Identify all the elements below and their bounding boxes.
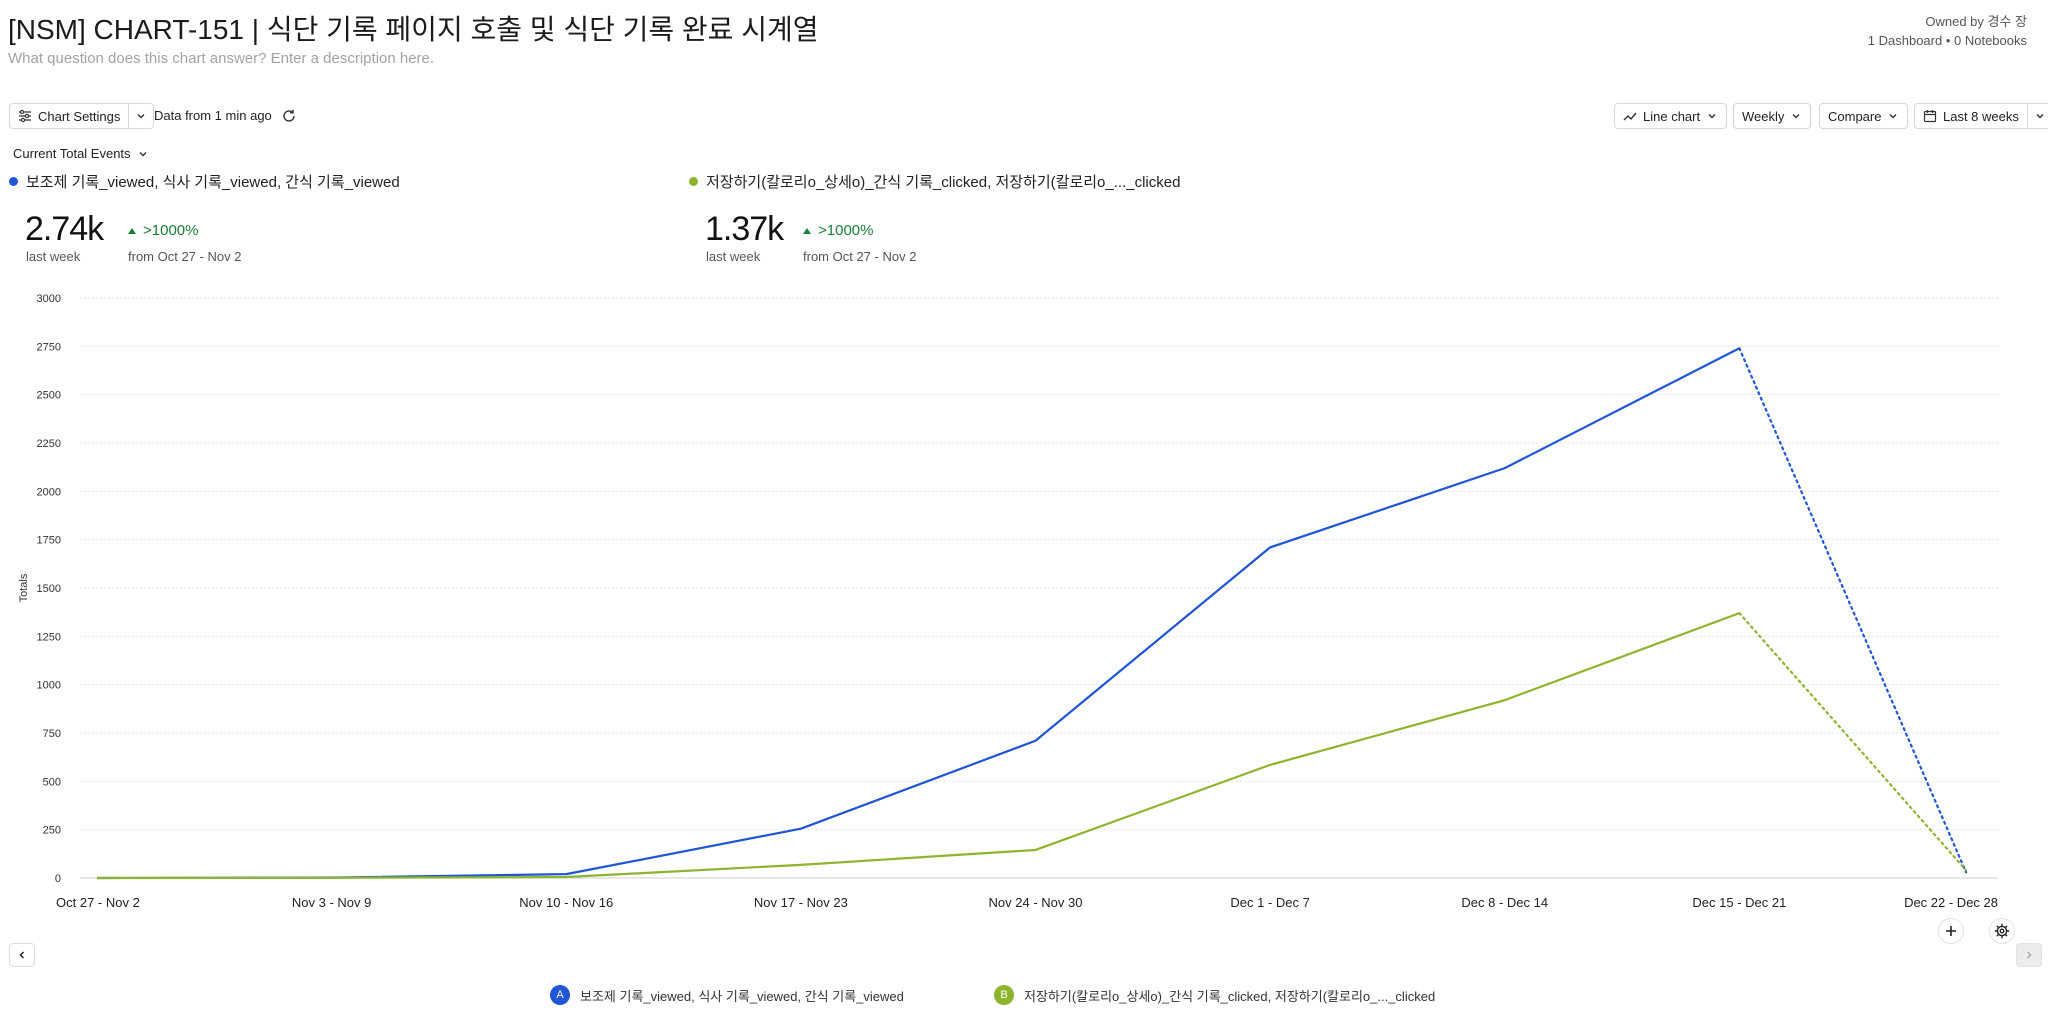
y-tick-label: 250 [43, 825, 61, 837]
data-freshness: Data from 1 min ago [154, 108, 272, 123]
y-tick-label: 2000 [37, 486, 61, 498]
page-title[interactable]: [NSM] CHART-151 | 식단 기록 페이지 호출 및 식단 기록 완… [8, 14, 819, 45]
add-button[interactable] [1938, 918, 1964, 944]
settings-sliders-icon [19, 109, 31, 123]
date-range-dropdown[interactable] [2028, 104, 2048, 128]
owner-info: Owned by 경수 장 1 Dashboard • 0 Notebooks [1868, 12, 2027, 50]
interval-dropdown[interactable]: Weekly [1733, 103, 1812, 129]
chart-settings-button[interactable]: Chart Settings [18, 104, 130, 128]
y-axis-label: Totals [18, 573, 30, 602]
series-incomplete-segment-b [1738, 612, 1968, 872]
refresh-icon[interactable] [281, 108, 297, 124]
compare-label: Compare [1828, 108, 1882, 124]
metric-selector[interactable]: Current Total Events [13, 146, 149, 161]
chevron-down-icon [1889, 114, 1897, 119]
badge-a: A [550, 985, 570, 1005]
y-tick-label: 1750 [37, 535, 61, 547]
series-line-b [96, 612, 1740, 880]
y-tick-label: 2250 [37, 438, 61, 450]
chevron-left-icon [19, 951, 25, 959]
y-tick-label: 2750 [37, 341, 61, 353]
y-tick-label: 500 [43, 776, 61, 788]
bottom-legend-a[interactable]: A 보조제 기록_viewed, 식사 기록_viewed, 간식 기록_vie… [550, 985, 904, 1005]
chevron-down-icon [139, 151, 147, 156]
metric-b-change: >1000% [802, 222, 873, 239]
legend-series-b[interactable]: 저장하기(칼로리o_상세o)_간식 기록_clicked, 저장하기(칼로리o_… [689, 171, 1180, 192]
y-tick-label: 2500 [37, 390, 61, 402]
metric-a-value: 2.74k [25, 210, 104, 248]
gear-icon [1994, 923, 2010, 939]
y-tick-label: 1250 [37, 631, 61, 643]
bottom-legend-b-label: 저장하기(칼로리o_상세o)_간식 기록_clicked, 저장하기(칼로리o_… [1024, 988, 1436, 1004]
prev-page-button[interactable] [9, 943, 35, 967]
chart-settings-group: Chart Settings [9, 103, 155, 129]
owner-label[interactable]: Owned by 경수 장 [1925, 14, 2027, 29]
bottom-legend-b[interactable]: B 저장하기(칼로리o_상세o)_간식 기록_clicked, 저장하기(칼로리… [994, 985, 1435, 1005]
description-input[interactable]: What question does this chart answer? En… [8, 50, 435, 67]
metric-b-value: 1.37k [705, 210, 784, 248]
y-tick-label: 750 [43, 728, 61, 740]
metric-a-change: >1000% [127, 222, 198, 239]
date-range-button[interactable]: Last 8 weeks [1923, 104, 2028, 128]
x-tick-label: Nov 3 - Nov 9 [292, 895, 371, 910]
series-line-a [96, 347, 1740, 880]
x-tick-label: Dec 8 - Dec 14 [1461, 895, 1548, 910]
series-b-dot [689, 177, 698, 186]
metric-a-from: from Oct 27 - Nov 2 [128, 249, 242, 264]
metric-a-change-text: >1000% [143, 222, 199, 239]
series-incomplete-segment-a [1738, 347, 1968, 874]
chart-type-label: Line chart [1643, 108, 1701, 124]
metric-b-from: from Oct 27 - Nov 2 [803, 249, 917, 264]
metric-a-period: last week [26, 249, 81, 264]
chevron-right-icon [2026, 951, 2032, 959]
dashboard-notebook-links[interactable]: 1 Dashboard • 0 Notebooks [1867, 33, 2027, 48]
y-tick-label: 1500 [37, 583, 61, 595]
chart-settings-label: Chart Settings [38, 108, 121, 124]
line-chart-icon [1623, 112, 1637, 121]
y-tick-label: 0 [55, 873, 61, 885]
legend-series-a[interactable]: 보조제 기록_viewed, 식사 기록_viewed, 간식 기록_viewe… [9, 171, 400, 192]
arrow-up-icon [803, 227, 811, 234]
series-a-dot [9, 177, 18, 186]
metric-selector-label: Current Total Events [13, 146, 131, 161]
date-range-group: Last 8 weeks [1914, 103, 2048, 129]
x-tick-label: Dec 1 - Dec 7 [1230, 895, 1309, 910]
chevron-down-icon [137, 114, 145, 119]
legend-series-a-label: 보조제 기록_viewed, 식사 기록_viewed, 간식 기록_viewe… [26, 174, 400, 191]
x-tick-label: Nov 24 - Nov 30 [989, 895, 1083, 910]
x-tick-label: Dec 22 - Dec 28 [1904, 895, 1998, 910]
interval-label: Weekly [1742, 108, 1785, 124]
x-tick-label: Nov 10 - Nov 16 [519, 895, 613, 910]
chart-type-dropdown[interactable]: Line chart [1614, 103, 1728, 129]
plus-icon [1946, 926, 1956, 936]
badge-b: B [994, 985, 1014, 1005]
chevron-down-icon [2036, 114, 2044, 119]
y-tick-label: 1000 [37, 680, 61, 692]
metric-b-period: last week [706, 249, 761, 264]
y-tick-label: 3000 [37, 293, 61, 305]
chart-settings-dropdown[interactable] [129, 104, 153, 128]
x-tick-label: Dec 15 - Dec 21 [1692, 895, 1786, 910]
x-tick-label: Nov 17 - Nov 23 [754, 895, 848, 910]
arrow-up-icon [128, 227, 136, 234]
compare-dropdown[interactable]: Compare [1819, 103, 1909, 129]
chevron-down-icon [1792, 114, 1800, 119]
x-tick-label: Oct 27 - Nov 2 [56, 895, 140, 910]
date-range-label: Last 8 weeks [1943, 108, 2019, 124]
next-page-button[interactable] [2016, 943, 2042, 967]
legend-series-b-label: 저장하기(칼로리o_상세o)_간식 기록_clicked, 저장하기(칼로리o_… [706, 174, 1181, 191]
metric-b-change-text: >1000% [818, 222, 874, 239]
bottom-legend-a-label: 보조제 기록_viewed, 식사 기록_viewed, 간식 기록_viewe… [580, 988, 904, 1004]
chart-gear-button[interactable] [1989, 918, 2015, 944]
calendar-icon [1923, 110, 1937, 123]
chevron-down-icon [1708, 114, 1716, 119]
